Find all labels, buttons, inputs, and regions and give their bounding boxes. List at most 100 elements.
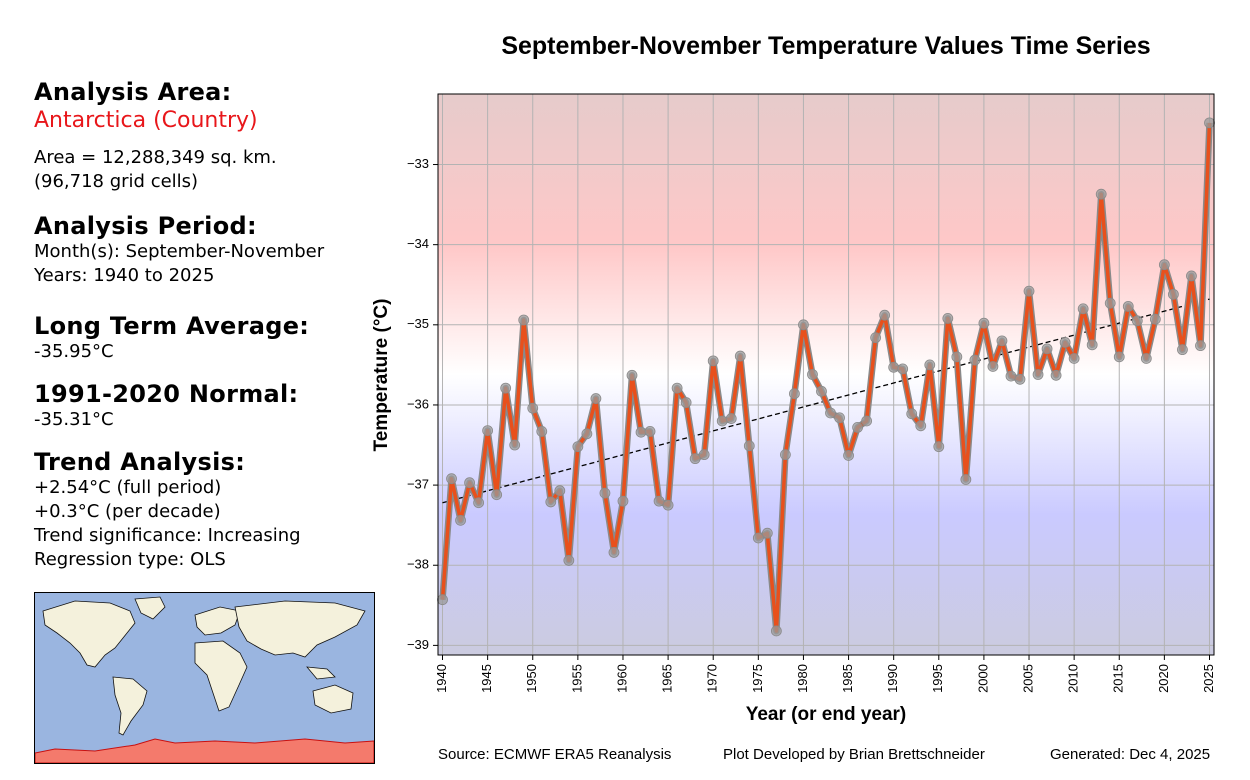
chart-title: September-November Temperature Values Ti… [501,32,1151,60]
data-point [1204,117,1215,129]
data-point [789,388,800,400]
developer-credit: Plot Developed by Brian Brettschneider [723,746,985,763]
south-america [112,676,148,736]
x-tick-label: 1960 [614,664,629,693]
data-point [464,477,475,489]
data-point [473,497,485,509]
data-point [879,309,891,321]
period-heading: Analysis Period: [34,212,257,240]
data-point [734,350,746,362]
data-point [446,473,457,485]
asia [234,600,366,658]
world-map-graphic [35,593,374,763]
data-point [1186,270,1197,282]
x-tick-label: 1985 [840,664,855,693]
data-point [1167,288,1179,300]
data-point [996,335,1008,347]
data-points [437,117,1215,637]
analysis-panel: Analysis Area: Antarctica (Country) Area… [34,78,374,572]
y-tick-label: −33 [407,156,429,171]
data-point [1086,339,1098,351]
data-point [653,495,665,507]
data-point [852,421,863,433]
antarctica-highlight [35,738,374,763]
y-tick-label: −35 [407,316,429,331]
data-point [554,485,566,497]
data-point [1122,300,1134,312]
data-point [545,496,557,508]
data-point [590,393,602,404]
regression-type: Regression type: OLS [34,549,226,570]
locator-map [34,592,375,764]
data-point [536,426,548,437]
data-point [861,415,873,427]
lta-heading: Long Term Average: [34,312,310,340]
data-point [662,499,674,511]
data-point [888,361,900,373]
data-point [1023,285,1035,297]
x-tick-label: 2020 [1156,664,1171,693]
data-point [906,408,918,420]
greenland [134,596,166,620]
data-point [1068,353,1080,364]
x-tick-label: 1975 [750,664,765,693]
data-point [843,450,854,461]
data-point [816,385,827,397]
data-point [924,359,936,371]
data-point [1131,315,1143,327]
data-point [1140,353,1152,364]
data-point [1149,313,1161,325]
area-heading: Analysis Area: [34,78,232,106]
data-point [500,382,512,394]
axis-ticks: 1940 1945 1950 1955 1960 1965 1970 1975 1980 1985… [407,156,1216,693]
y-tick-label: −34 [407,236,429,251]
x-tick-label: 1970 [705,664,720,693]
period-months: Month(s): September-November [34,241,325,262]
continents [42,596,366,736]
data-point [1177,344,1188,356]
lta-value: -35.95°C [34,341,114,362]
trend-full: +2.54°C (full period) [34,477,222,498]
data-point [987,361,999,372]
y-tick-label: −38 [407,557,429,572]
data-point [933,441,945,453]
area-size: Area = 12,288,349 sq. km. [34,147,277,168]
data-point [752,532,764,544]
data-point [455,514,466,526]
data-point [1014,373,1026,385]
data-point [1005,370,1017,382]
normal-value: -35.31°C [34,409,114,430]
data-point [617,495,629,507]
x-tick-label: 1980 [795,664,810,693]
x-tick-label: 1955 [569,664,584,693]
data-point [518,314,530,326]
data-point [635,426,647,438]
data-point [807,369,818,380]
x-tick-label: 1990 [885,664,900,693]
x-tick-label: 2005 [1020,664,1035,693]
y-tick-label: −39 [407,637,429,652]
period-years: Years: 1940 to 2025 [34,265,215,286]
data-point [1032,369,1044,380]
trend-decade: +0.3°C (per decade) [34,501,221,522]
data-point [626,369,638,381]
plot-frame [437,93,1215,656]
data-point [1077,303,1089,315]
data-point [798,319,809,331]
data-point [870,332,882,344]
series-line-group [439,122,1213,635]
data-point [1059,337,1071,348]
australia [312,684,354,714]
data-point [1195,340,1206,352]
data-point [915,420,927,432]
africa [194,640,248,712]
trend-heading: Trend Analysis: [34,448,246,476]
data-point [509,439,521,451]
data-point [671,382,683,394]
x-tick-label: 2025 [1201,664,1216,693]
data-point [572,441,584,453]
trend-significance: Trend significance: Increasing [34,525,301,546]
data-point [644,426,656,437]
y-tick-label: −36 [407,396,429,411]
